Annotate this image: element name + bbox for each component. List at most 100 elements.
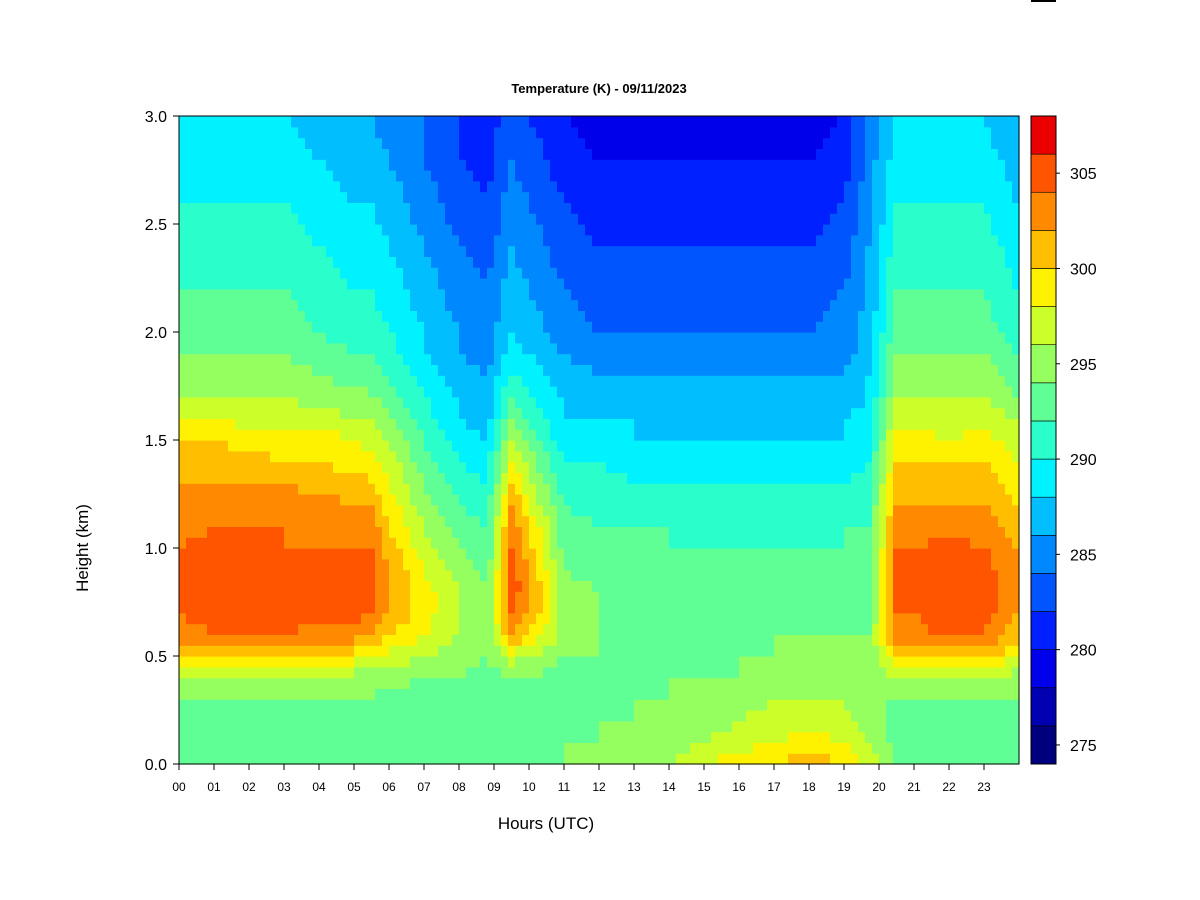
heatmap-cell xyxy=(718,137,726,149)
heatmap-cell xyxy=(599,494,607,506)
heatmap-cell xyxy=(396,461,404,473)
heatmap-cell xyxy=(368,137,376,149)
heatmap-cell xyxy=(305,288,313,301)
heatmap-cell xyxy=(242,396,250,409)
heatmap-cell xyxy=(375,278,383,290)
heatmap-cell xyxy=(214,288,222,301)
heatmap-cell xyxy=(494,429,502,441)
heatmap-cell xyxy=(221,720,229,733)
heatmap-cell xyxy=(277,353,285,365)
heatmap-cell xyxy=(760,666,768,679)
heatmap-cell xyxy=(760,591,768,603)
heatmap-cell xyxy=(291,256,299,268)
heatmap-cell xyxy=(298,396,306,409)
heatmap-cell xyxy=(480,396,488,409)
heatmap-cell xyxy=(669,418,677,430)
heatmap-cell xyxy=(228,234,236,247)
heatmap-cell xyxy=(522,245,530,257)
heatmap-cell xyxy=(361,386,369,398)
heatmap-cell xyxy=(571,537,579,549)
heatmap-cell xyxy=(753,386,761,398)
heatmap-cell xyxy=(473,224,481,236)
heatmap-cell xyxy=(557,580,565,592)
heatmap-cell xyxy=(326,299,334,311)
heatmap-cell xyxy=(515,742,523,754)
heatmap-cell xyxy=(382,245,390,257)
heatmap-cell xyxy=(711,126,719,139)
heatmap-cell xyxy=(641,407,649,419)
heatmap-cell xyxy=(319,126,327,139)
heatmap-cell xyxy=(564,364,572,376)
heatmap-cell xyxy=(326,224,334,236)
heatmap-cell xyxy=(508,170,516,182)
heatmap-cell xyxy=(445,332,453,344)
heatmap-cell xyxy=(697,677,705,689)
heatmap-cell xyxy=(207,440,215,452)
heatmap-cell xyxy=(249,666,257,679)
heatmap-cell xyxy=(340,418,348,430)
heatmap-cell xyxy=(746,267,754,279)
heatmap-cell xyxy=(522,407,530,419)
heatmap-cell xyxy=(256,558,264,571)
heatmap-cell xyxy=(557,224,565,236)
heatmap-cell xyxy=(319,353,327,365)
heatmap-cell xyxy=(480,418,488,430)
heatmap-cell xyxy=(228,418,236,430)
heatmap-cell xyxy=(417,688,425,700)
heatmap-cell xyxy=(291,558,299,571)
heatmap-cell xyxy=(606,288,614,301)
heatmap-cell xyxy=(431,342,439,355)
heatmap-cell xyxy=(326,310,334,322)
heatmap-cell xyxy=(382,548,390,560)
heatmap-cell xyxy=(634,461,642,473)
heatmap-cell xyxy=(284,440,292,452)
heatmap-cell xyxy=(634,688,642,700)
heatmap-cell xyxy=(438,666,446,679)
heatmap-cell xyxy=(326,569,334,581)
heatmap-cell xyxy=(186,656,194,668)
heatmap-cell xyxy=(655,688,663,700)
heatmap-cell xyxy=(501,569,509,581)
heatmap-cell xyxy=(375,440,383,452)
heatmap-cell xyxy=(613,450,621,463)
heatmap-cell xyxy=(235,515,243,527)
heatmap-cell xyxy=(494,548,502,560)
heatmap-cell xyxy=(305,548,313,560)
heatmap-cell xyxy=(200,180,208,193)
heatmap-cell xyxy=(480,580,488,592)
heatmap-cell xyxy=(382,483,390,495)
heatmap-cell xyxy=(676,321,684,333)
heatmap-cell xyxy=(578,677,586,689)
heatmap-cell xyxy=(466,180,474,193)
heatmap-cell xyxy=(508,634,516,646)
heatmap-cell xyxy=(326,213,334,225)
heatmap-cell xyxy=(291,656,299,668)
heatmap-cell xyxy=(200,191,208,203)
heatmap-cell xyxy=(676,396,684,409)
heatmap-cell xyxy=(613,386,621,398)
heatmap-cell xyxy=(438,526,446,538)
heatmap-cell xyxy=(697,569,705,581)
heatmap-cell xyxy=(634,375,642,387)
heatmap-cell xyxy=(634,699,642,711)
heatmap-cell xyxy=(186,418,194,430)
heatmap-cell xyxy=(494,116,502,128)
heatmap-cell xyxy=(333,645,341,657)
heatmap-cell xyxy=(200,386,208,398)
heatmap-cell xyxy=(627,440,635,452)
heatmap-cell xyxy=(361,332,369,344)
heatmap-cell xyxy=(242,267,250,279)
heatmap-cell xyxy=(417,753,425,765)
heatmap-cell xyxy=(599,234,607,247)
heatmap-cell xyxy=(746,558,754,571)
heatmap-cell xyxy=(683,137,691,149)
heatmap-cell xyxy=(655,677,663,689)
heatmap-cell xyxy=(592,321,600,333)
heatmap-cell xyxy=(298,288,306,301)
heatmap-cell xyxy=(725,310,733,322)
heatmap-cell xyxy=(585,148,593,160)
heatmap-cell xyxy=(214,353,222,365)
heatmap-cell xyxy=(361,137,369,149)
heatmap-cell xyxy=(340,526,348,538)
heatmap-cell xyxy=(424,332,432,344)
